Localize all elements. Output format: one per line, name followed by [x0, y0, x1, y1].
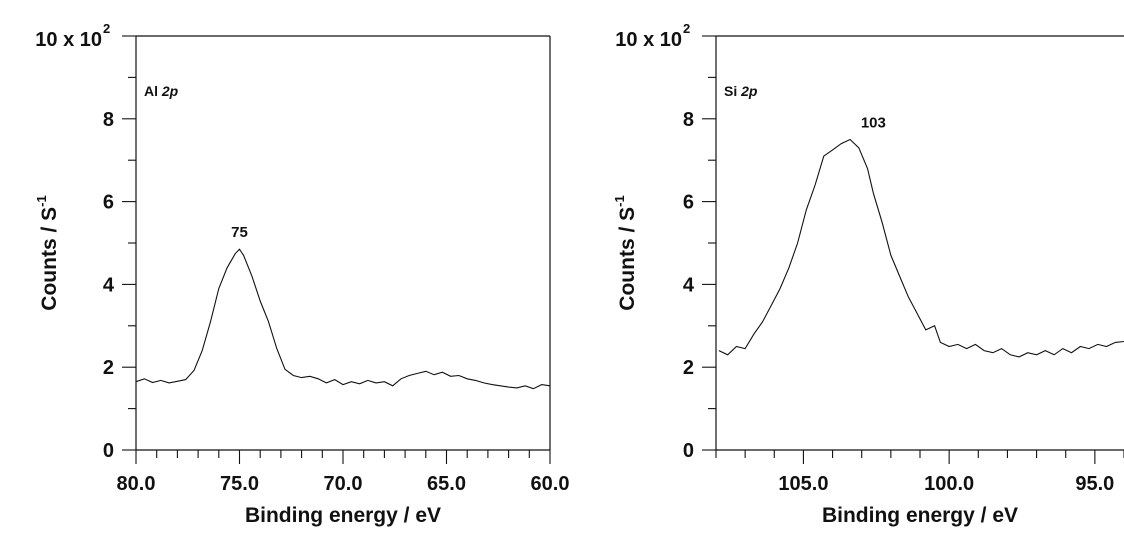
y-scale-label: 10 x 10 — [35, 29, 102, 51]
x-tick-label: 60.0 — [531, 473, 570, 495]
y-scale-exponent: 2 — [683, 21, 690, 36]
y-tick-label: 8 — [683, 109, 694, 131]
y-tick-label: 4 — [683, 274, 695, 296]
panel-label: Al 2p — [144, 83, 179, 99]
y-tick-label: 0 — [683, 440, 694, 462]
peak-label: 103 — [861, 115, 886, 132]
x-tick-label: 80.0 — [117, 473, 156, 495]
x-axis-title: Binding energy / eV — [822, 504, 1018, 527]
x-tick-label: 70.0 — [324, 473, 363, 495]
y-scale-exponent: 2 — [103, 21, 110, 36]
y-tick-label: 8 — [103, 109, 114, 131]
x-tick-label: 95.0 — [1075, 473, 1114, 495]
y-tick-label: 4 — [103, 274, 115, 296]
y-axis-title: Counts / S-1 — [34, 195, 61, 310]
y-tick-label: 6 — [103, 192, 114, 214]
x-axis-title: Binding energy / eV — [245, 504, 441, 527]
y-tick-label: 2 — [103, 357, 114, 379]
y-axis-title-exponent: -1 — [34, 195, 49, 207]
y-axis-title: Counts / S-1 — [612, 195, 639, 310]
peak-label: 75 — [231, 224, 248, 241]
y-tick-label: 2 — [683, 357, 694, 379]
y-axis-title-exponent: -1 — [612, 195, 627, 207]
panel-label-orbital: 2p — [740, 83, 758, 99]
panel-label-element: Al — [144, 83, 162, 99]
y-axis-title-text: Counts / S — [38, 207, 61, 311]
spectrum-line — [135, 248, 551, 390]
panel-label-element: Si — [724, 83, 741, 99]
panel-label: Si 2p — [724, 83, 758, 99]
x-tick-label: 75.0 — [220, 473, 259, 495]
y-tick-label: 0 — [103, 440, 114, 462]
y-scale-label: 10 x 10 — [615, 29, 682, 51]
x-tick-label: 100.0 — [924, 473, 974, 495]
x-tick-label: 65.0 — [427, 473, 466, 495]
panel-label-orbital: 2p — [161, 83, 179, 99]
x-tick-label: 105.0 — [778, 473, 828, 495]
spectrum-line — [718, 138, 1124, 358]
y-axis-title-text: Counts / S — [616, 207, 639, 311]
y-tick-label: 6 — [683, 192, 694, 214]
